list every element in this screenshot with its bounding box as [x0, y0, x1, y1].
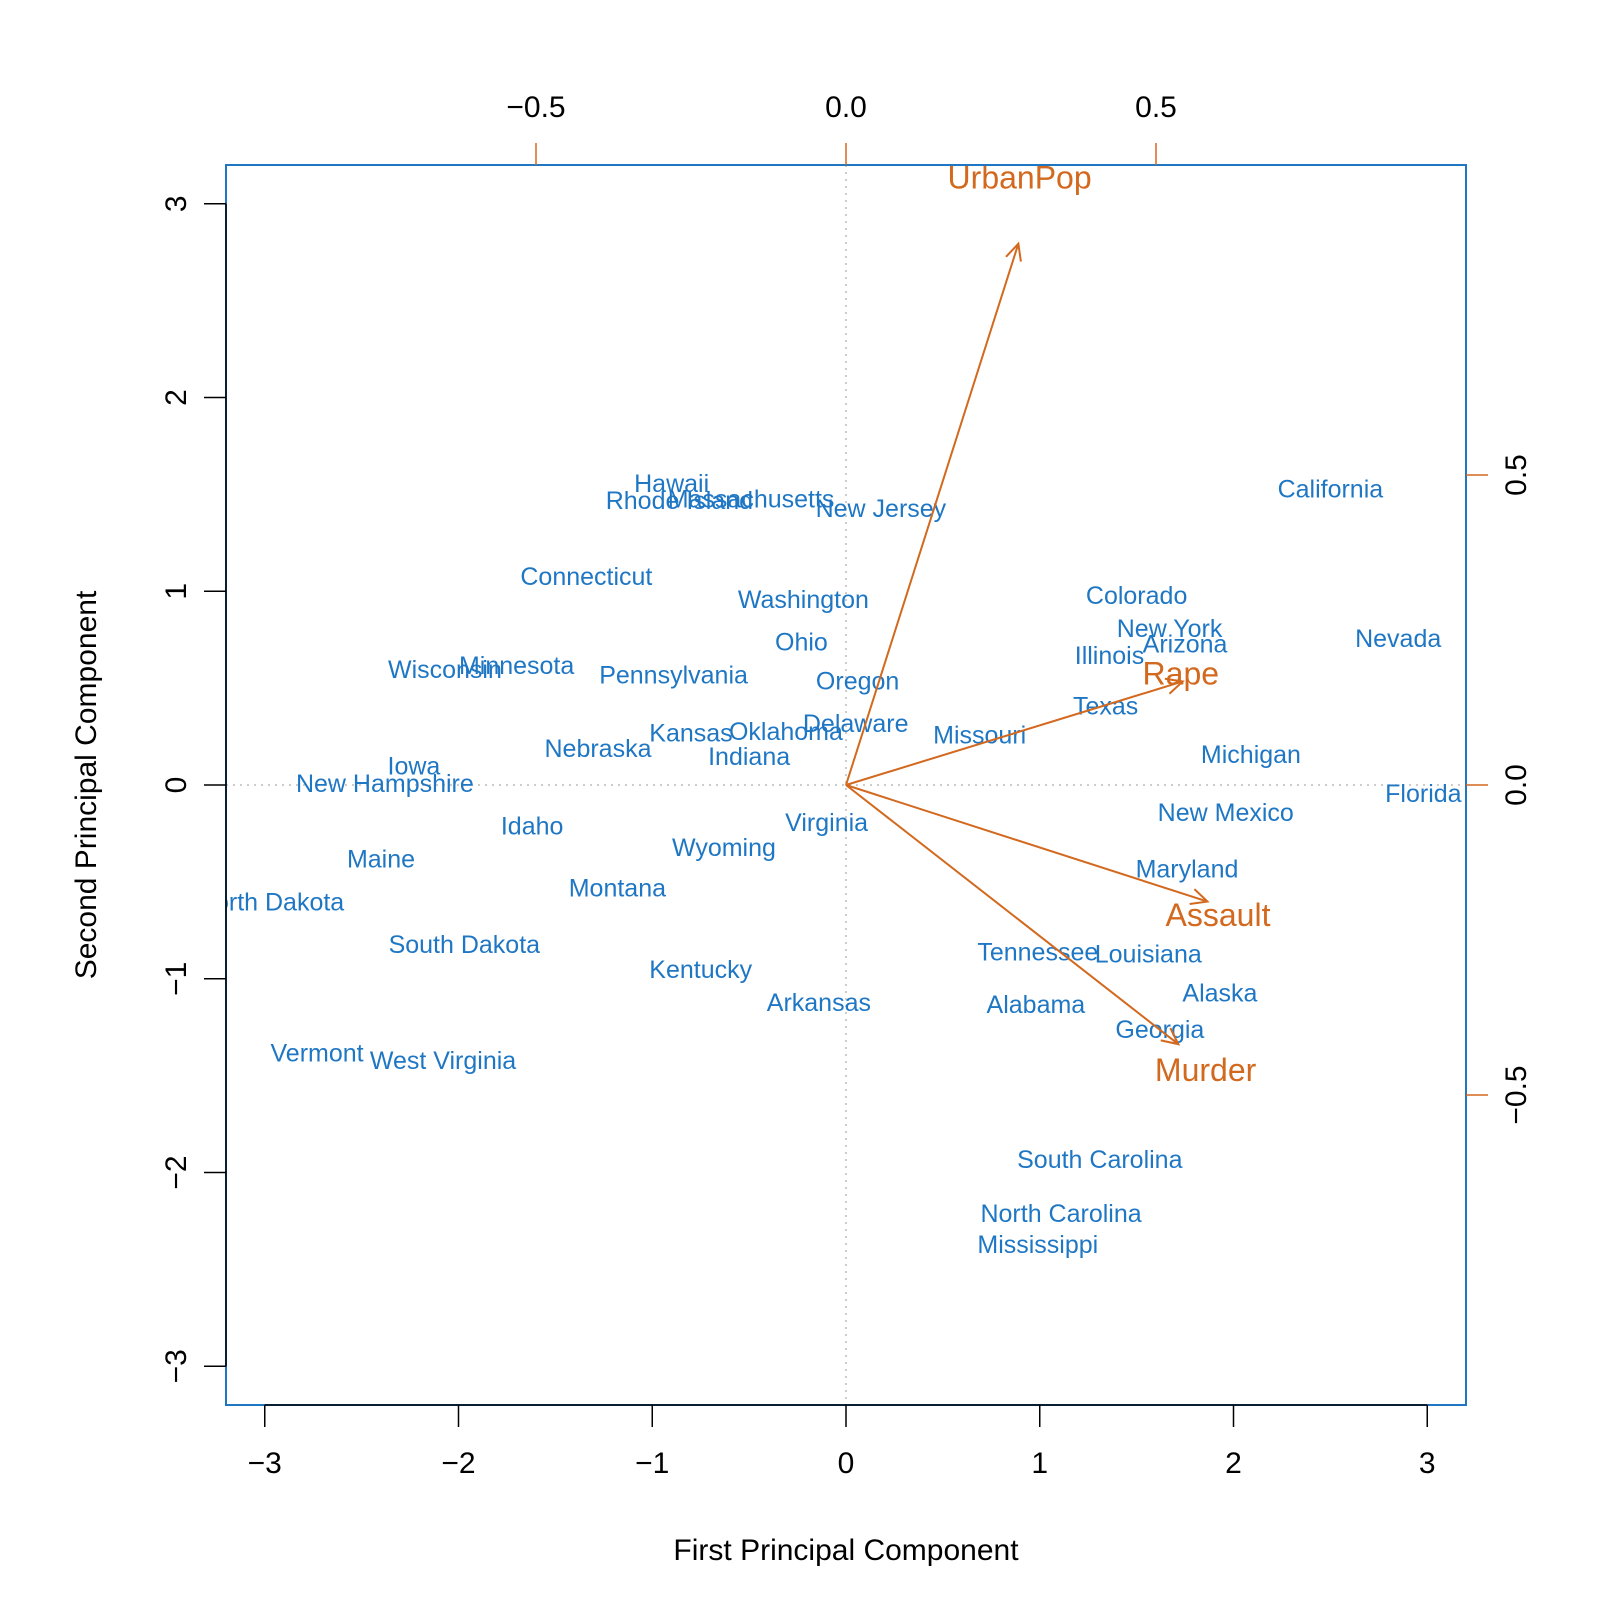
x-tick-label: 1: [1031, 1447, 1048, 1480]
loading-arrow-shaft: [845, 243, 1020, 786]
x-tick-label: 3: [1419, 1447, 1436, 1480]
state-label: New York: [1117, 615, 1223, 643]
state-label: North Carolina: [980, 1200, 1141, 1228]
state-label: Maryland: [1136, 855, 1239, 883]
loading-arrow-head: [1189, 888, 1210, 906]
state-label: Texas: [1073, 693, 1138, 721]
x-tick-label: −2: [441, 1447, 475, 1480]
state-label: Wyoming: [672, 834, 776, 862]
right-tick-label: 0.0: [1500, 764, 1533, 806]
state-label: Illinois: [1075, 642, 1144, 670]
top-tick-label: 0.5: [1135, 91, 1177, 124]
state-label: Ohio: [775, 629, 828, 657]
state-label: Wisconsin: [388, 656, 502, 684]
state-label: South Carolina: [1017, 1146, 1182, 1174]
state-label: Arizona: [1143, 631, 1228, 659]
y-tick-label: 3: [160, 195, 193, 212]
state-label: Florida: [1385, 780, 1462, 808]
state-label: New Jersey: [816, 495, 947, 523]
y-tick-label: −3: [160, 1349, 193, 1383]
state-label: Maine: [347, 846, 415, 874]
y-tick-label: −2: [160, 1155, 193, 1189]
state-label: Montana: [569, 875, 666, 903]
state-label: Oregon: [816, 667, 899, 695]
state-label: Tennessee: [977, 939, 1098, 967]
state-label: Pennsylvania: [599, 662, 748, 690]
state-label: Kansas: [649, 720, 732, 748]
state-label: Louisiana: [1095, 941, 1202, 969]
x-tick-label: −3: [248, 1447, 282, 1480]
state-label: Hawaii: [634, 470, 709, 498]
state-label: Rhode Island: [606, 487, 753, 515]
y-tick-label: 1: [160, 583, 193, 600]
variable-label: Murder: [1155, 1052, 1257, 1088]
y-tick-label: 2: [160, 389, 193, 406]
y-tick-label: −1: [160, 962, 193, 996]
y-tick-label: 0: [160, 777, 193, 794]
state-label: Nevada: [1355, 625, 1441, 653]
top-tick-label: 0.0: [825, 91, 867, 124]
state-label: Indiana: [708, 743, 790, 771]
x-axis-title: First Principal Component: [673, 1534, 1019, 1567]
state-label: California: [1278, 476, 1384, 504]
state-label: Nebraska: [545, 735, 652, 763]
state-label: Michigan: [1201, 741, 1301, 769]
loading-arrow-head: [1005, 241, 1022, 262]
state-label: New Mexico: [1158, 799, 1294, 827]
state-label: Alabama: [987, 991, 1086, 1019]
x-tick-label: 2: [1225, 1447, 1242, 1480]
state-label: Washington: [738, 586, 869, 614]
right-tick-label: 0.5: [1500, 454, 1533, 496]
state-label: Colorado: [1086, 582, 1187, 610]
state-label: Kentucky: [649, 956, 752, 984]
loading-arrow-shaft: [845, 784, 1208, 903]
state-label: West Virginia: [370, 1047, 516, 1075]
loading-arrow-head: [1160, 1027, 1181, 1046]
state-label: Delaware: [803, 710, 909, 738]
x-tick-label: −1: [635, 1447, 669, 1480]
variable-label: Assault: [1166, 897, 1271, 933]
state-label: Alaska: [1182, 979, 1257, 1007]
state-label: Missouri: [933, 722, 1026, 750]
x-tick-label: 0: [838, 1447, 855, 1480]
state-label: Idaho: [501, 813, 564, 841]
state-label: North Dakota: [197, 888, 344, 916]
state-label: Massachusetts: [668, 485, 835, 513]
state-label: Iowa: [388, 753, 441, 781]
loading-arrow-head: [1164, 677, 1185, 695]
state-label: Oklahoma: [729, 718, 843, 746]
state-labels: Alabama Alaska Arizona Arkansas California Co…: [197, 470, 1462, 1259]
state-label: Connecticut: [520, 563, 652, 591]
state-label: New Hampshire: [296, 770, 474, 798]
state-label: South Dakota: [389, 931, 541, 959]
loading-arrow-shaft: [845, 784, 1179, 1045]
state-label: Arkansas: [767, 989, 871, 1017]
variable-label: Rape: [1143, 655, 1220, 691]
state-label: Minnesota: [459, 652, 574, 680]
right-tick-label: −0.5: [1500, 1065, 1533, 1124]
top-tick-label: −0.5: [506, 91, 565, 124]
loading-arrow-shaft: [845, 680, 1183, 786]
state-label: Virginia: [785, 809, 868, 837]
state-label: Vermont: [271, 1039, 364, 1067]
axes: −3 −2 −1 0 1 2 3 −3 −2 −1 0 1 2 3 −0.5 0.0 0.5 −0.5 0.0 0.5: [160, 91, 1533, 1480]
y-axis-title: Second Principal Component: [70, 590, 103, 979]
state-label: Mississippi: [977, 1231, 1098, 1259]
